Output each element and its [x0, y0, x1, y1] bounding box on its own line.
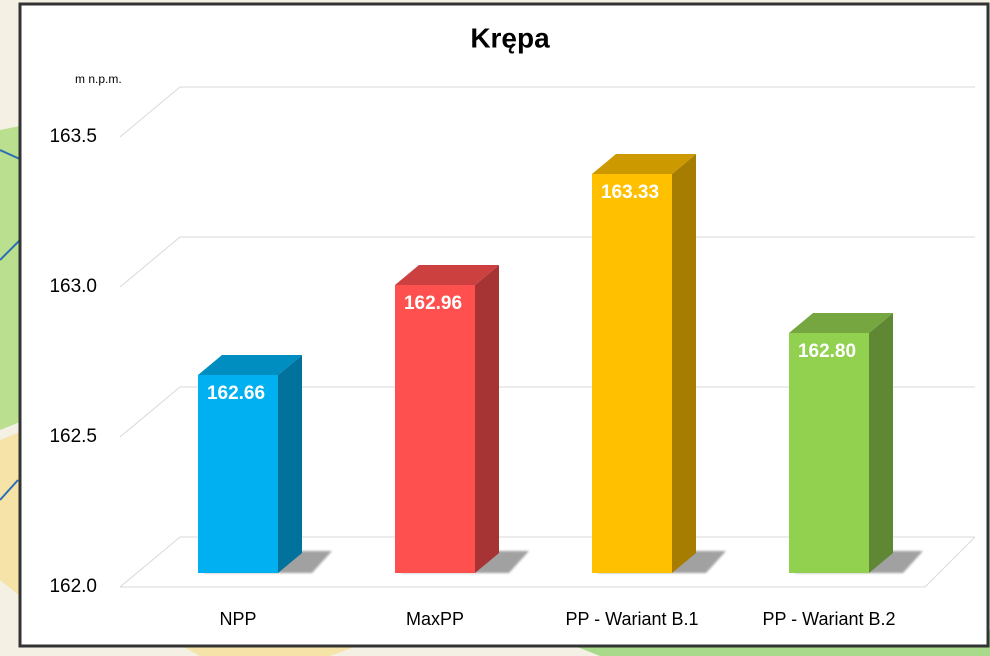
grid-line — [119, 536, 181, 588]
y-tick-label: 162.5 — [49, 426, 97, 447]
bar-side — [672, 154, 696, 573]
value-label: 163.33 — [601, 182, 659, 203]
bar — [395, 285, 475, 573]
value-label: 162.66 — [207, 383, 265, 404]
bar-side — [475, 265, 499, 573]
bar — [198, 375, 278, 573]
y-axis-label: m n.p.m. — [75, 72, 122, 86]
bar-side — [869, 313, 893, 573]
x-tick-label: PP - Wariant B.1 — [565, 609, 698, 629]
bar-top — [789, 313, 893, 333]
bar — [592, 174, 672, 573]
x-tick-label: PP - Wariant B.2 — [762, 609, 895, 629]
y-tick-label: 162.0 — [49, 576, 97, 597]
grid-line — [119, 236, 181, 288]
x-tick-label: NPP — [219, 609, 256, 629]
grid-line — [119, 386, 181, 438]
bar-top — [395, 265, 499, 285]
bar-side — [278, 355, 302, 573]
value-label: 162.80 — [798, 341, 856, 362]
chart-title: Krępa — [470, 22, 550, 53]
y-tick-label: 163.5 — [49, 126, 97, 147]
map-line — [0, 149, 23, 501]
y-tick-label: 163.0 — [49, 276, 97, 297]
bar-top — [198, 355, 302, 375]
value-label: 162.96 — [404, 293, 462, 314]
bar-top — [592, 154, 696, 174]
grid-line — [119, 86, 181, 138]
map-area — [180, 645, 360, 656]
x-tick-label: MaxPP — [406, 609, 464, 629]
bar — [789, 333, 869, 573]
floor-line — [924, 536, 976, 588]
